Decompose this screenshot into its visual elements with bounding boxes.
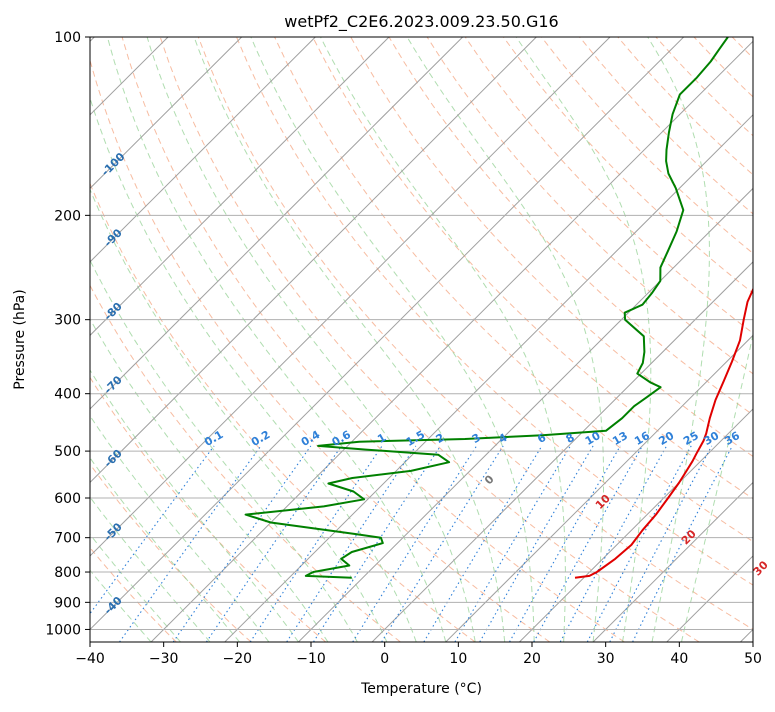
y-tick-label: 600 — [54, 491, 81, 507]
y-tick-label: 200 — [54, 208, 81, 224]
y-tick-label: 1000 — [45, 622, 81, 638]
x-tick-label: −20 — [223, 651, 253, 667]
y-tick-label: 500 — [54, 444, 81, 460]
x-tick-label: 10 — [449, 651, 467, 667]
x-tick-label: 40 — [670, 651, 688, 667]
x-tick-label: −10 — [296, 651, 326, 667]
y-tick-label: 800 — [54, 565, 81, 581]
x-tick-label: 20 — [523, 651, 541, 667]
y-tick-label: 700 — [54, 531, 81, 547]
x-axis-label: Temperature (°C) — [360, 681, 482, 697]
x-tick-label: 50 — [744, 651, 762, 667]
y-axis-label: Pressure (hPa) — [12, 289, 28, 389]
y-tick-label: 900 — [54, 595, 81, 611]
x-tick-label: −30 — [149, 651, 179, 667]
chart-title: wetPf2_C2E6.2023.009.23.50.G16 — [284, 12, 558, 32]
x-tick-label: 0 — [380, 651, 389, 667]
y-tick-label: 100 — [54, 30, 81, 46]
x-tick-label: 30 — [597, 651, 615, 667]
y-tick-label: 300 — [54, 313, 81, 329]
y-tick-label: 400 — [54, 387, 81, 403]
x-tick-label: −40 — [75, 651, 105, 667]
